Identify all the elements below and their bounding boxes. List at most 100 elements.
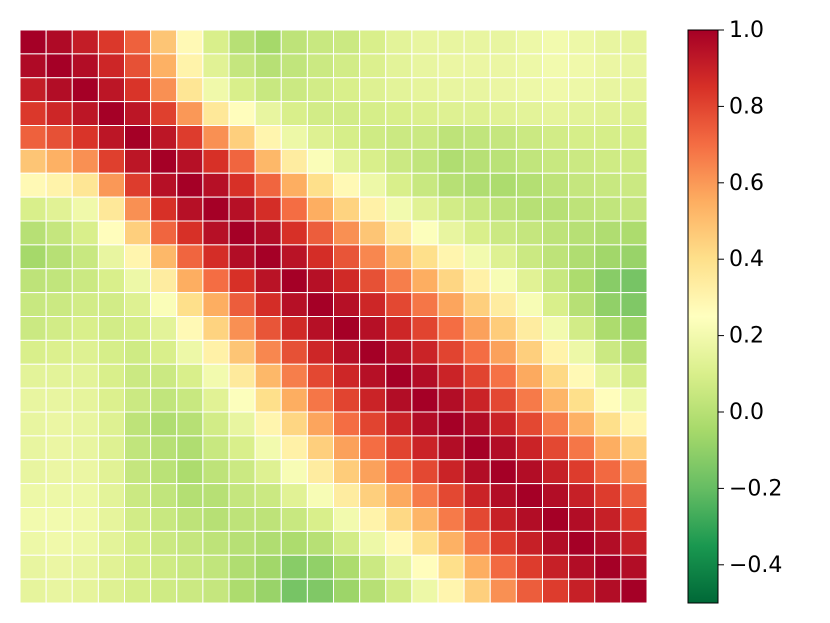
heatmap-cell-r17-c1 <box>45 435 73 461</box>
heatmap-cell-r3-c1 <box>45 101 73 127</box>
heatmap-cell-r0-c1 <box>45 29 73 55</box>
heatmap-cell-r20-c2 <box>71 507 99 532</box>
heatmap-cell-r3-c4 <box>124 101 152 127</box>
heatmap-cell-r20-c19 <box>515 507 544 532</box>
heatmap-cell-r3-c12 <box>333 101 361 127</box>
heatmap-cell-r11-c16 <box>437 292 465 318</box>
heatmap-cell-r20-c15 <box>411 507 439 532</box>
heatmap-cell-r0-c23 <box>620 29 648 55</box>
heatmap-cell-r20-c13 <box>359 507 387 532</box>
heatmap-cell-r4-c18 <box>489 125 517 150</box>
heatmap-cell-r3-c6 <box>176 101 204 127</box>
heatmap-cell-r11-c6 <box>176 292 204 318</box>
heatmap-cell-r8-c0 <box>19 220 47 246</box>
heatmap-cell-r20-c10 <box>280 507 308 532</box>
heatmap-cell-r20-c5 <box>150 507 178 532</box>
heatmap-cell-r22-c3 <box>97 554 126 580</box>
heatmap-cell-r10-c13 <box>359 268 387 294</box>
heatmap-cell-r21-c1 <box>45 530 73 556</box>
heatmap-cell-r6-c5 <box>150 172 178 198</box>
heatmap-cell-r18-c22 <box>594 459 622 485</box>
heatmap-cell-r21-c21 <box>568 530 596 556</box>
heatmap-cell-r16-c23 <box>620 411 648 437</box>
heatmap-cell-r17-c13 <box>359 435 387 461</box>
heatmap-cell-r2-c7 <box>202 77 230 103</box>
heatmap-cell-r1-c15 <box>411 53 439 79</box>
heatmap-cell-r0-c13 <box>359 29 387 55</box>
heatmap-cell-r4-c13 <box>359 125 387 150</box>
heatmap-cell-r1-c22 <box>594 53 622 79</box>
heatmap-cell-r5-c16 <box>437 148 465 174</box>
heatmap-cell-r14-c22 <box>594 363 622 389</box>
heatmap-cell-r10-c5 <box>150 268 178 294</box>
heatmap-cell-r14-c2 <box>71 363 99 389</box>
heatmap-cell-r3-c20 <box>542 101 570 127</box>
heatmap-cell-r7-c22 <box>594 196 622 222</box>
heatmap-cell-r21-c11 <box>306 530 335 556</box>
heatmap-cell-r3-c10 <box>280 101 308 127</box>
heatmap-cell-r0-c20 <box>542 29 570 55</box>
heatmap-cell-r0-c11 <box>306 29 335 55</box>
heatmap-cell-r7-c4 <box>124 196 152 222</box>
heatmap-cell-r14-c10 <box>280 363 308 389</box>
heatmap-cell-r12-c4 <box>124 316 152 341</box>
heatmap-cell-r4-c6 <box>176 125 204 150</box>
heatmap-cell-r0-c21 <box>568 29 596 55</box>
heatmap-cell-r5-c22 <box>594 148 622 174</box>
heatmap-cell-r1-c3 <box>97 53 126 79</box>
heatmap-cell-r16-c12 <box>333 411 361 437</box>
heatmap-cell-r6-c19 <box>515 172 544 198</box>
heatmap-cell-r19-c11 <box>306 483 335 509</box>
heatmap-cell-r13-c15 <box>411 339 439 365</box>
heatmap-cell-r1-c19 <box>515 53 544 79</box>
heatmap-cell-r0-c7 <box>202 29 230 55</box>
heatmap-cell-r19-c23 <box>620 483 648 509</box>
heatmap-cell-r5-c20 <box>542 148 570 174</box>
heatmap-cell-r12-c5 <box>150 316 178 341</box>
heatmap-cell-r19-c13 <box>359 483 387 509</box>
heatmap-cell-r21-c6 <box>176 530 204 556</box>
heatmap-cell-r3-c0 <box>19 101 47 127</box>
heatmap-cell-r3-c21 <box>568 101 596 127</box>
heatmap-cell-r4-c20 <box>542 125 570 150</box>
heatmap-cell-r14-c11 <box>306 363 335 389</box>
heatmap-cell-r15-c1 <box>45 387 73 413</box>
heatmap-cell-r15-c6 <box>176 387 204 413</box>
heatmap-cell-r7-c1 <box>45 196 73 222</box>
heatmap-cell-r21-c3 <box>97 530 126 556</box>
heatmap-cell-r11-c7 <box>202 292 230 318</box>
heatmap-cell-r23-c7 <box>202 578 230 604</box>
heatmap-cell-r23-c19 <box>515 578 544 604</box>
heatmap-cell-r7-c10 <box>280 196 308 222</box>
heatmap-cell-r16-c13 <box>359 411 387 437</box>
heatmap-cell-r4-c9 <box>254 125 282 150</box>
heatmap-cell-r21-c0 <box>19 530 47 556</box>
heatmap-cell-r21-c22 <box>594 530 622 556</box>
heatmap-cell-r7-c7 <box>202 196 230 222</box>
heatmap-cell-r11-c9 <box>254 292 282 318</box>
heatmap-cell-r22-c8 <box>228 554 256 580</box>
heatmap-cell-r12-c10 <box>280 316 308 341</box>
heatmap-cell-r12-c6 <box>176 316 204 341</box>
heatmap-cell-r23-c5 <box>150 578 178 604</box>
heatmap-cell-r16-c21 <box>568 411 596 437</box>
heatmap-cell-r3-c23 <box>620 101 648 127</box>
heatmap-cell-r12-c1 <box>45 316 73 341</box>
heatmap-cell-r8-c6 <box>176 220 204 246</box>
heatmap-cell-r16-c0 <box>19 411 47 437</box>
heatmap-cell-r1-c6 <box>176 53 204 79</box>
heatmap-cell-r13-c7 <box>202 339 230 365</box>
heatmap-cell-r17-c9 <box>254 435 282 461</box>
heatmap-cell-r2-c3 <box>97 77 126 103</box>
heatmap-cell-r23-c22 <box>594 578 622 604</box>
heatmap-cell-r23-c11 <box>306 578 335 604</box>
heatmap-cell-r3-c19 <box>515 101 544 127</box>
heatmap-cell-r13-c13 <box>359 339 387 365</box>
heatmap-cell-r18-c9 <box>254 459 282 485</box>
colorbar-tick-label: 0.8 <box>729 94 764 119</box>
heatmap-cell-r22-c7 <box>202 554 230 580</box>
heatmap-cell-r5-c21 <box>568 148 596 174</box>
heatmap-cell-r15-c2 <box>71 387 99 413</box>
heatmap-cell-r16-c4 <box>124 411 152 437</box>
heatmap-cell-r9-c22 <box>594 244 622 270</box>
